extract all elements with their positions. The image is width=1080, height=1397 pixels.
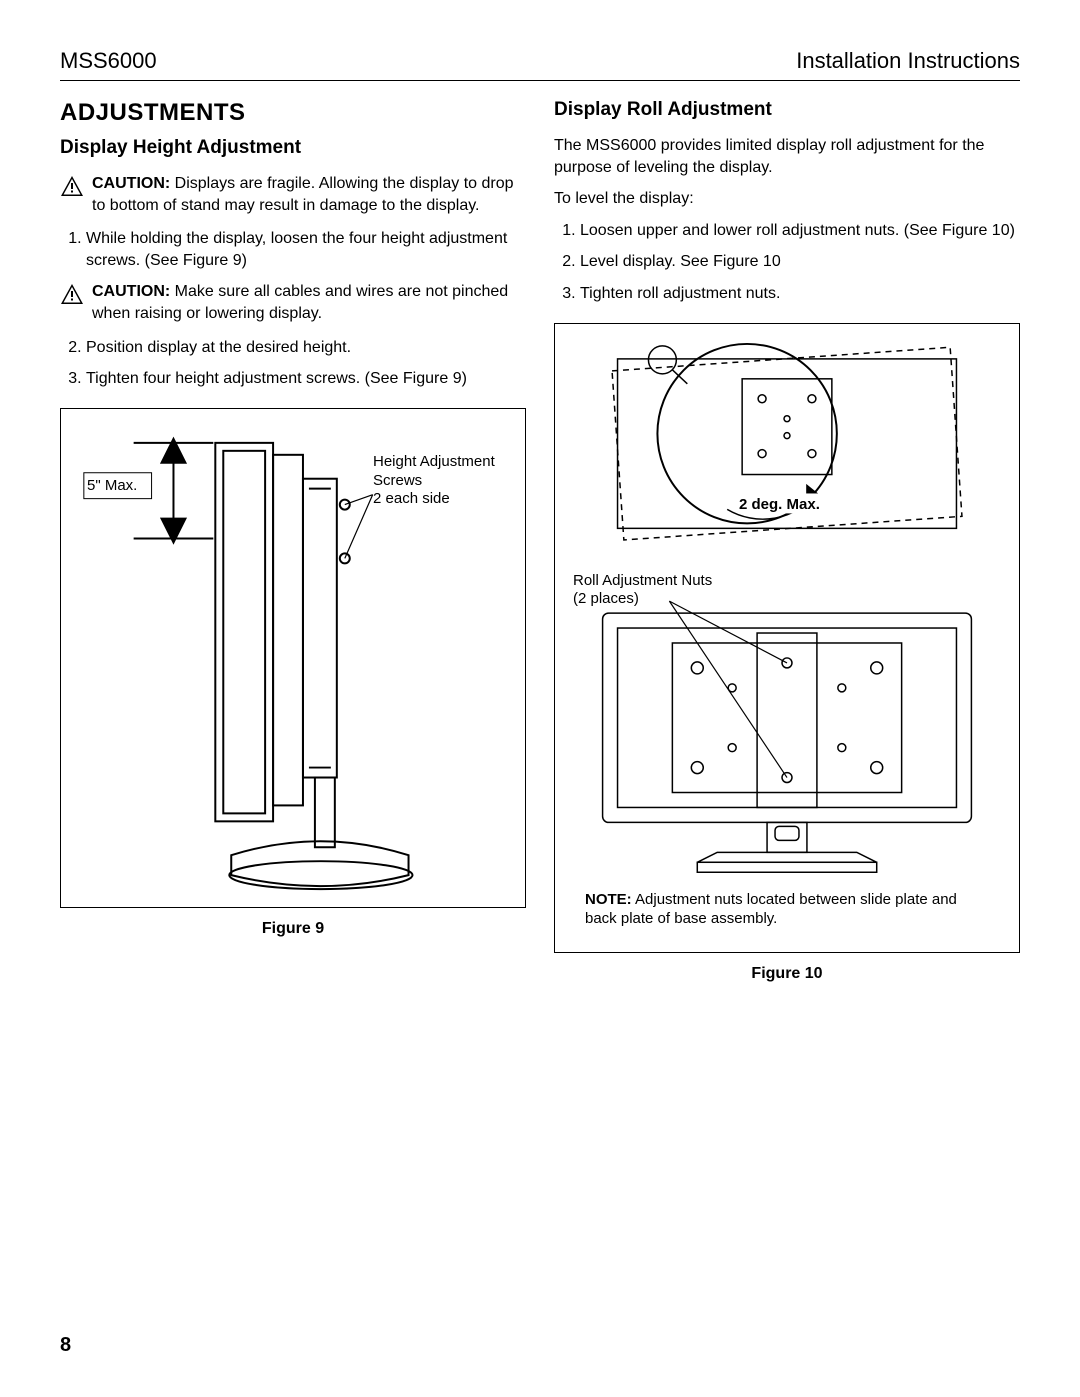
note-label: NOTE: [585, 891, 632, 908]
caution-1: CAUTION: Displays are fragile. Allowing … [60, 173, 526, 216]
fig10-nuts2: (2 places) [573, 590, 639, 607]
figure-10: 2 deg. Max. Roll Adjustment Nuts (2 plac… [554, 323, 1020, 953]
figure-10-diagram [555, 324, 1019, 952]
warning-icon [60, 283, 84, 305]
step: Level display. See Figure 10 [580, 251, 1020, 273]
caution-2: CAUTION: Make sure all cables and wires … [60, 281, 526, 324]
roll-lead: To level the display: [554, 188, 1020, 210]
note-text: Adjustment nuts located between slide pl… [585, 891, 957, 928]
section-title: ADJUSTMENTS [60, 99, 526, 127]
height-steps-2: Position display at the desired height. … [60, 337, 526, 390]
fig9-label-left: 5" Max. [87, 477, 137, 496]
warning-icon [60, 175, 84, 197]
left-column: ADJUSTMENTS Display Height Adjustment CA… [60, 99, 526, 983]
header-left: MSS6000 [60, 48, 157, 74]
fig10-note: NOTE: Adjustment nuts located between sl… [585, 890, 989, 929]
fig9-r3: 2 each side [373, 490, 450, 507]
roll-steps: Loosen upper and lower roll adjustment n… [554, 220, 1020, 305]
step: While holding the display, loosen the fo… [86, 228, 526, 271]
fig9-label-right: Height Adjustment Screws 2 each side [373, 453, 495, 509]
fig10-nuts-label: Roll Adjustment Nuts (2 places) [573, 572, 712, 610]
content-columns: ADJUSTMENTS Display Height Adjustment CA… [60, 99, 1020, 983]
fig9-r2: Screws [373, 472, 422, 489]
caution-label: CAUTION: [92, 175, 170, 192]
step: Tighten roll adjustment nuts. [580, 283, 1020, 305]
step: Loosen upper and lower roll adjustment n… [580, 220, 1020, 242]
step: Tighten four height adjustment screws. (… [86, 368, 526, 390]
fig10-nuts1: Roll Adjustment Nuts [573, 572, 712, 589]
header-right: Installation Instructions [796, 48, 1020, 74]
fig9-r1: Height Adjustment [373, 453, 495, 470]
caution-label: CAUTION: [92, 283, 170, 300]
right-column: Display Roll Adjustment The MSS6000 prov… [554, 99, 1020, 983]
fig10-deg-label: 2 deg. Max. [739, 496, 820, 515]
figure-9-caption: Figure 9 [60, 920, 526, 938]
subsection-roll: Display Roll Adjustment [554, 99, 1020, 121]
height-steps-1: While holding the display, loosen the fo… [60, 228, 526, 271]
figure-10-caption: Figure 10 [554, 965, 1020, 983]
page-header: MSS6000 Installation Instructions [60, 48, 1020, 81]
subsection-height: Display Height Adjustment [60, 137, 526, 159]
step: Position display at the desired height. [86, 337, 526, 359]
page-number: 8 [60, 1334, 71, 1357]
figure-9: 5" Max. Height Adjustment Screws 2 each … [60, 408, 526, 908]
roll-intro: The MSS6000 provides limited display rol… [554, 135, 1020, 178]
